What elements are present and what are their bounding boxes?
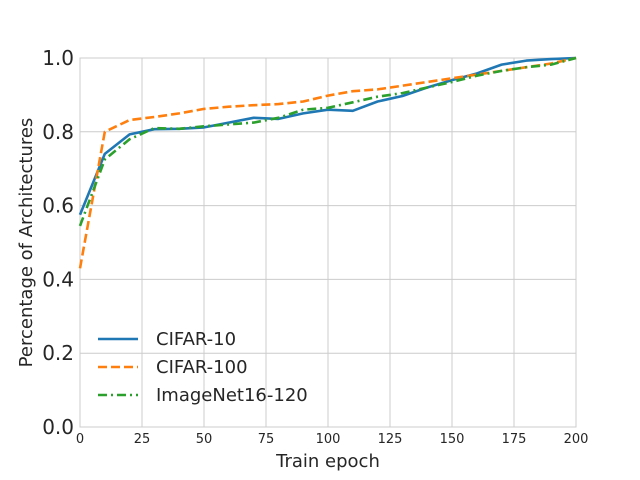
plot-frame bbox=[79, 57, 577, 428]
y-tick-label: 0.0 bbox=[42, 415, 74, 439]
x-tick-label: 75 bbox=[258, 432, 275, 447]
x-tick-label: 150 bbox=[440, 432, 465, 447]
y-tick-label: 1.0 bbox=[42, 46, 74, 70]
x-tick-label: 100 bbox=[316, 432, 341, 447]
x-tick-label: 25 bbox=[134, 432, 151, 447]
x-tick-label: 125 bbox=[378, 432, 403, 447]
legend-label: CIFAR-100 bbox=[156, 357, 248, 378]
legend: CIFAR-10 CIFAR-100 ImageNet16-120 bbox=[98, 329, 308, 406]
y-tick-label: 0.2 bbox=[42, 341, 74, 365]
x-tick-label: 200 bbox=[564, 432, 589, 447]
grid bbox=[79, 57, 577, 428]
x-axis-label: Train epoch bbox=[275, 451, 380, 472]
x-tick-label: 175 bbox=[502, 432, 527, 447]
x-axis-ticks: 0 25 50 75 100 125 150 175 200 bbox=[76, 432, 589, 447]
x-tick-label: 0 bbox=[76, 432, 84, 447]
series-line-imagenet16-120 bbox=[78, 56, 577, 227]
legend-label: CIFAR-10 bbox=[156, 329, 236, 350]
x-tick-label: 50 bbox=[196, 432, 213, 447]
legend-label: ImageNet16-120 bbox=[156, 385, 308, 406]
series-group bbox=[78, 56, 577, 269]
y-tick-label: 0.6 bbox=[42, 194, 74, 218]
y-tick-label: 0.4 bbox=[42, 267, 74, 291]
y-axis-label: Percentage of Architectures bbox=[16, 118, 37, 368]
y-tick-label: 0.8 bbox=[42, 120, 74, 144]
y-axis-ticks: 0.0 0.2 0.4 0.6 0.8 1.0 bbox=[42, 46, 74, 439]
